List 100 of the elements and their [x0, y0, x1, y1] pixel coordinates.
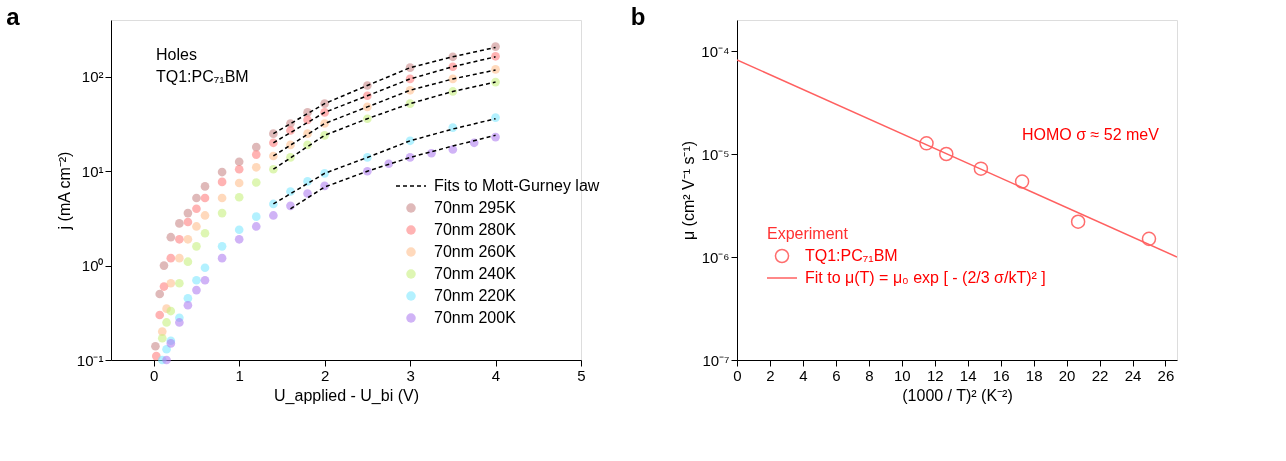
point: [269, 129, 278, 138]
legend-label: 70nm 240K: [434, 265, 517, 282]
x-tick-label: 4: [491, 366, 501, 384]
x-tick-label: 18: [1025, 366, 1043, 384]
legend-title: Experiment: [767, 225, 849, 242]
legend-label: Fit to μ(T) = μ₀ exp [ - (2/3 σ/kT)² ]: [805, 269, 1046, 286]
point: [234, 178, 244, 188]
point: [192, 275, 201, 285]
point: [151, 341, 160, 351]
x-tick-label: 12: [926, 366, 944, 384]
x-tick-label: 10: [893, 366, 911, 384]
point: [200, 228, 210, 238]
point: [234, 164, 244, 174]
point: [175, 219, 184, 228]
x-tick-label: 4: [799, 366, 808, 384]
point: [303, 189, 312, 198]
x-axis-title: (1000 / T)² (K⁻²): [902, 386, 1013, 404]
point: [491, 51, 500, 61]
legend-label: 70nm 260K: [434, 243, 517, 260]
point: [217, 177, 227, 187]
x-tick-label: 24: [1124, 366, 1142, 384]
point: [159, 261, 169, 270]
annotation: TQ1:PC₇₁BM: [156, 68, 249, 85]
point: [251, 162, 261, 172]
point: [175, 234, 184, 244]
point: [286, 187, 295, 196]
point: [269, 164, 278, 174]
point: [166, 232, 176, 242]
point: [1141, 231, 1157, 247]
annotation: HOMO σ ≈ 52 meV: [1022, 126, 1160, 143]
point: [491, 132, 500, 142]
point: [217, 253, 227, 263]
point: [234, 192, 244, 202]
point: [363, 114, 372, 124]
legend-label: 70nm 280K: [434, 221, 517, 238]
point: [251, 150, 261, 159]
point: [973, 161, 989, 176]
annotation: Holes: [156, 46, 197, 63]
point: [448, 145, 458, 154]
point: [939, 146, 954, 162]
point: [269, 211, 278, 220]
point: [491, 113, 500, 122]
point: [183, 208, 193, 218]
point: [1014, 174, 1030, 189]
point: [286, 201, 295, 211]
x-tick-label: 2: [320, 366, 330, 384]
point: [1070, 214, 1086, 229]
point: [919, 136, 934, 151]
legend-label: Fits to Mott-Gurney law: [434, 177, 600, 194]
x-tick-label: 26: [1157, 366, 1175, 384]
point: [200, 211, 210, 220]
x-tick-label: 20: [1058, 366, 1076, 384]
point: [175, 253, 184, 263]
legend-label: 70nm 295K: [434, 199, 517, 216]
point: [491, 77, 500, 87]
y-tick-label: 10⁻⁴: [701, 42, 730, 60]
point: [175, 318, 184, 327]
chart-title: b: [630, 3, 646, 30]
x-tick-label: 2: [766, 366, 775, 384]
y-tick-label: 10⁻⁷: [702, 351, 730, 369]
x-tick-label: 0: [150, 366, 159, 384]
point: [183, 234, 193, 244]
point: [251, 142, 261, 152]
point: [175, 278, 184, 288]
x-tick-label: 6: [832, 366, 841, 384]
x-tick-label: 14: [959, 366, 977, 384]
x-tick-label: 16: [992, 366, 1010, 384]
x-tick-label: 0: [733, 366, 742, 384]
point: [234, 234, 244, 244]
chart-title: a: [6, 3, 21, 30]
point: [162, 318, 171, 327]
point: [157, 333, 167, 343]
legend-label: 70nm 200K: [434, 309, 517, 326]
point: [183, 257, 193, 267]
point: [192, 285, 201, 295]
point: [251, 212, 261, 221]
point: [192, 242, 201, 251]
point: [200, 182, 210, 191]
y-tick-label: 10⁻¹: [76, 351, 104, 369]
point: [217, 193, 227, 203]
point: [192, 222, 201, 231]
point: [251, 222, 261, 231]
point: [155, 289, 165, 299]
y-axis-title: j (mA cm⁻²): [55, 151, 73, 231]
point: [217, 242, 227, 251]
y-tick-label: 10¹: [81, 162, 104, 180]
point: [491, 65, 500, 74]
y-axis-title: μ (cm² V⁻¹ s⁻¹): [680, 140, 698, 241]
point: [155, 310, 165, 320]
x-tick-label: 3: [406, 366, 415, 384]
y-tick-label: 10⁻⁵: [701, 145, 730, 163]
point: [217, 167, 227, 177]
point: [234, 225, 244, 235]
point: [491, 42, 500, 51]
point: [192, 193, 201, 203]
point: [159, 282, 169, 291]
x-tick-label: 5: [577, 366, 586, 384]
point: [200, 263, 210, 273]
legend-label: TQ1:PC₇₁BM: [805, 247, 898, 264]
x-axis-title: U_applied - U_bi (V): [274, 386, 419, 405]
